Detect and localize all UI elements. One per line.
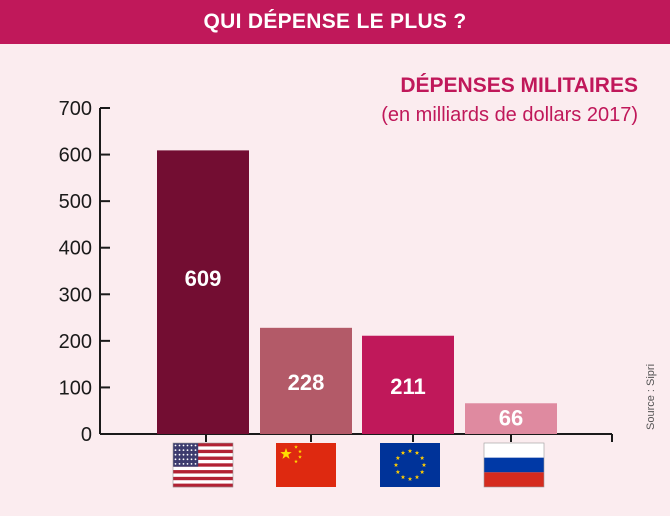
bar [260, 327, 352, 434]
y-tick-label: 400 [59, 238, 92, 260]
header-title: QUI DÉPENSE LE PLUS ? [0, 0, 670, 44]
bar-value-label: 211 [390, 374, 426, 399]
bar-group: 609 [157, 150, 249, 434]
bar-value-label: 609 [185, 266, 222, 291]
chart-subtitle: (en milliards de dollars 2017) [381, 104, 638, 126]
y-tick-label: 600 [59, 145, 92, 167]
bar-value-label: 228 [288, 370, 325, 395]
bar-value-label: 66 [499, 405, 523, 430]
china-flag-icon [276, 443, 336, 487]
y-tick-label: 100 [59, 377, 92, 399]
bar-group: 66 [465, 403, 557, 434]
y-tick-label: 200 [59, 331, 92, 353]
usa-flag-icon [172, 442, 234, 488]
bar-group: 228 [260, 327, 352, 434]
bar [465, 403, 557, 434]
y-tick-label: 0 [81, 424, 92, 446]
y-tick-label: 700 [59, 98, 92, 120]
y-tick-label: 300 [59, 284, 92, 306]
bar-group: 211 [362, 335, 454, 434]
eu-flag-icon [380, 443, 440, 487]
russia-flag-icon [483, 442, 545, 488]
y-tick-label: 500 [59, 191, 92, 213]
bar [157, 150, 249, 434]
chart-title: DÉPENSES MILITAIRES [400, 74, 638, 97]
bar [362, 335, 454, 434]
